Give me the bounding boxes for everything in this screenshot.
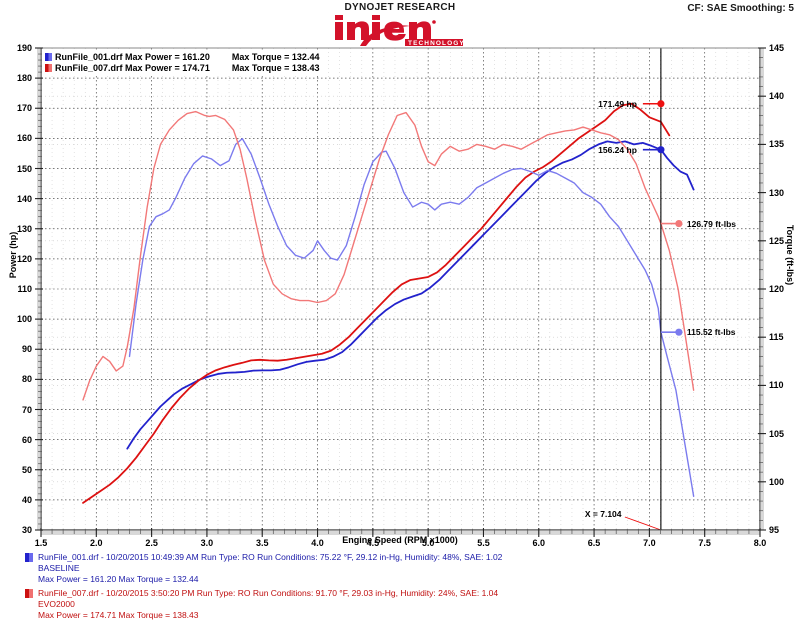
run-info-block: RunFile_001.drf - 10/20/2015 10:49:39 AM… xyxy=(25,552,503,585)
series-line-0 xyxy=(126,140,695,450)
x-tick-label: 6.5 xyxy=(587,538,601,548)
x-axis-title: Engine Speed (RPM x1000) xyxy=(342,535,458,545)
y-tick-label-right: 125 xyxy=(769,235,785,246)
y-tick-label-right: 100 xyxy=(769,476,785,487)
y-tick-label-left: 110 xyxy=(17,284,32,294)
run-line-1: RunFile_001.drf - 10/20/2015 10:49:39 AM… xyxy=(38,552,503,562)
legend-file-0: RunFile_001.drf Max Power = 161.20 xyxy=(55,51,210,62)
run-info-footer: RunFile_001.drf - 10/20/2015 10:49:39 AM… xyxy=(0,548,800,620)
marker-label-1: 156.24 hp xyxy=(598,144,637,155)
run-swatch-red xyxy=(25,589,33,598)
legend-torque-0: Max Torque = 132.44 xyxy=(231,51,320,62)
run-line-1: RunFile_007.drf - 10/20/2015 3:50:20 PM … xyxy=(38,588,499,598)
series-line-2 xyxy=(128,137,695,497)
legend-torque-1: Max Torque = 138.43 xyxy=(231,62,320,73)
cf-smoothing-label: CF: SAE Smoothing: 5 xyxy=(687,3,794,14)
y-tick-label-right: 130 xyxy=(769,187,785,198)
y-tick-label-left: 80 xyxy=(21,374,32,385)
y-tick-label-left: 70 xyxy=(21,404,32,415)
x-tick-label: 5.5 xyxy=(477,538,490,548)
x-tick-label: 2.0 xyxy=(90,538,103,548)
run-line-3: Max Power = 174.71 Max Torque = 138.43 xyxy=(38,610,199,620)
plot-background xyxy=(41,48,760,530)
y-tick-label-left: 150 xyxy=(16,163,32,174)
y-tick-label-right: 145 xyxy=(769,43,785,53)
cursor-leader xyxy=(624,516,662,531)
x-tick-label: 8.0 xyxy=(753,538,767,548)
y-tick-label-right: 135 xyxy=(769,139,785,150)
x-axis-band xyxy=(41,530,760,535)
y-tick-label-left: 60 xyxy=(21,434,32,445)
run-info-block: RunFile_007.drf - 10/20/2015 3:50:20 PM … xyxy=(25,588,499,621)
marker-label-3: 115.52 ft-lbs xyxy=(686,327,736,338)
y-tick-label-left: 140 xyxy=(16,193,32,204)
y-tick-label-right: 105 xyxy=(769,428,785,439)
header-bar: DYNOJET RESEARCH CF: SAE Smoothing: 5 xyxy=(0,0,800,47)
y-tick-label-left: 40 xyxy=(21,494,32,505)
marker-label-0: 171.49 hp xyxy=(598,98,637,109)
x-tick-label: 4.0 xyxy=(311,538,324,548)
legend-swatch-red xyxy=(45,63,52,72)
legend-row: RunFile_001.drf Max Power = 161.20 Max To… xyxy=(45,51,319,62)
x-tick-label: 6.0 xyxy=(532,538,546,548)
y-tick-label-left: 160 xyxy=(16,133,32,144)
y-tick-label-right: 110 xyxy=(769,380,784,391)
y-tick-label-right: 140 xyxy=(769,91,785,102)
x-tick-label: 1.5 xyxy=(34,538,48,548)
y-tick-label-left: 90 xyxy=(21,344,32,355)
y-tick-label-left: 130 xyxy=(16,223,32,234)
x-tick-label: 7.0 xyxy=(643,538,656,548)
x-tick-label: 3.5 xyxy=(255,538,269,548)
dyno-chart: RunFile_001.drf Max Power = 161.20 Max To… xyxy=(8,43,795,548)
series-line-3 xyxy=(82,110,695,401)
marker-dot-2[interactable] xyxy=(675,219,683,228)
y-tick-label-right: 120 xyxy=(769,284,785,294)
y-tick-label-left: 190 xyxy=(16,43,32,53)
legend-row: RunFile_007.drf Max Power = 174.71 Max To… xyxy=(45,62,319,73)
plot-canvas xyxy=(35,47,766,537)
svg-text:TECHNOLOGY: TECHNOLOGY xyxy=(408,40,465,47)
y-tick-label-right: 115 xyxy=(769,332,784,343)
y-tick-label-left: 170 xyxy=(16,103,32,114)
cursor-x-label: X = 7.104 xyxy=(584,509,622,519)
run-line-2: EVO2000 xyxy=(38,599,75,609)
injen-logo: TECHNOLOGY xyxy=(330,13,480,47)
marker-label-2: 126.79 ft-lbs xyxy=(686,218,737,229)
dynojet-research-title: DYNOJET RESEARCH xyxy=(344,2,456,13)
y-tick-label-left: 30 xyxy=(21,525,32,535)
y-tick-label-left: 120 xyxy=(16,253,32,264)
run-swatch-blue xyxy=(25,553,33,562)
x-tick-label: 2.5 xyxy=(145,538,158,548)
run-line-3: Max Power = 161.20 Max Torque = 132.44 xyxy=(38,574,199,584)
marker-dot-0[interactable] xyxy=(657,100,665,108)
series-line-1 xyxy=(82,102,671,504)
y-tick-label-left: 50 xyxy=(21,464,32,475)
legend-file-1: RunFile_007.drf Max Power = 174.71 xyxy=(55,62,210,73)
marker-dot-1[interactable] xyxy=(657,146,665,154)
x-tick-label: 7.5 xyxy=(698,538,711,548)
y-tick-label-left: 180 xyxy=(16,73,32,84)
x-tick-label: 5.0 xyxy=(421,538,435,548)
run-line-2: BASELINE xyxy=(38,563,80,573)
y-tick-label-right: 95 xyxy=(769,525,780,535)
y-tick-label-left: 100 xyxy=(16,314,32,325)
chart-legend: RunFile_001.drf Max Power = 161.20 Max To… xyxy=(43,50,324,74)
x-tick-label: 3.0 xyxy=(200,538,214,548)
marker-dot-3[interactable] xyxy=(675,328,683,336)
x-tick-label: 4.5 xyxy=(366,538,380,548)
legend-swatch-blue xyxy=(45,52,52,61)
